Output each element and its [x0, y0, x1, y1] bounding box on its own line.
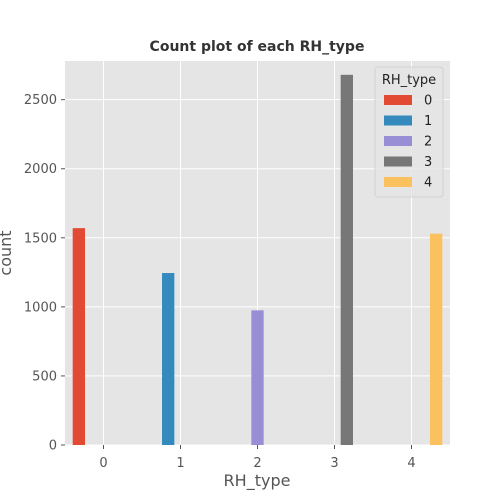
chart-title: Count plot of each RH_type [150, 39, 365, 55]
bar-rh-type-1 [162, 273, 175, 445]
y-tick-label: 500 [32, 369, 57, 384]
legend-swatch-2 [384, 136, 412, 146]
x-tick-label: 0 [99, 456, 107, 471]
legend-label: 1 [424, 114, 432, 129]
legend-title: RH_type [382, 73, 436, 88]
legend-swatch-1 [384, 115, 412, 126]
y-tick-label: 2000 [24, 162, 57, 177]
x-axis-label: RH_type [224, 471, 291, 491]
legend-label: 0 [424, 94, 432, 109]
x-tick-label: 1 [176, 456, 184, 471]
legend-label: 2 [424, 135, 432, 150]
legend-swatch-4 [384, 177, 412, 187]
y-tick-label: 1000 [24, 300, 57, 315]
bars [72, 74, 443, 445]
y-tick-label: 2500 [24, 93, 57, 108]
bar-rh-type-0 [72, 228, 86, 445]
legend-label: 3 [424, 155, 432, 170]
legend-label: 4 [424, 176, 432, 191]
x-tick-label: 4 [407, 456, 415, 471]
y-tick-label: 1500 [24, 231, 57, 246]
legend-swatch-3 [384, 156, 412, 167]
x-axis-ticks: 0 1 2 3 4 [99, 445, 416, 471]
y-tick-label: 0 [49, 439, 57, 454]
y-axis-label: count [0, 230, 15, 275]
x-tick-label: 2 [253, 456, 261, 471]
x-tick-label: 3 [330, 456, 338, 471]
legend: RH_type 0 1 2 3 4 [374, 66, 444, 198]
bar-rh-type-2 [251, 310, 264, 445]
legend-swatch-0 [384, 95, 412, 105]
bar-rh-type-4 [429, 233, 443, 445]
y-axis-ticks: 0 500 1000 1500 2000 2500 [24, 93, 65, 454]
bar-rh-type-3 [340, 74, 353, 445]
